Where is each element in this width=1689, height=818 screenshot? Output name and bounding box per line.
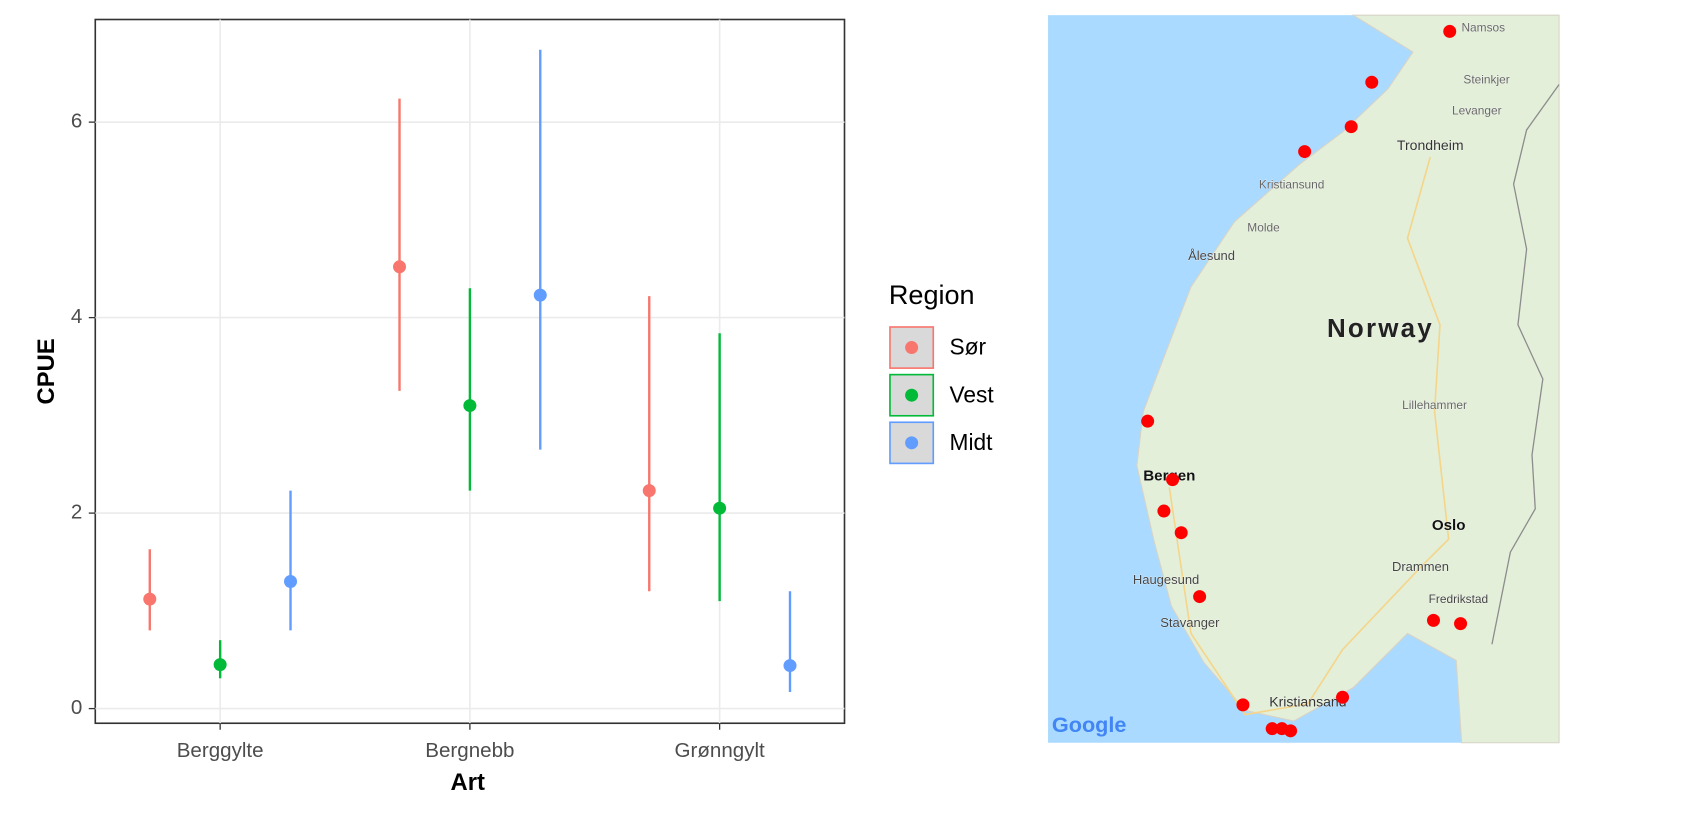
map-place-label: Trondheim [1397, 137, 1464, 153]
map-land [1136, 14, 1560, 744]
map-site [1454, 617, 1468, 631]
y-axis-label: CPUE [33, 338, 60, 404]
map-place-label: Lillehammer [1402, 398, 1467, 412]
map-site [1344, 120, 1358, 134]
y-tick-label: 6 [71, 110, 82, 133]
y-tick-label: 0 [71, 696, 82, 719]
x-tick-label: Grønngylt [674, 739, 765, 762]
map-place-label: Steinkjer [1463, 72, 1509, 86]
map-site [1141, 414, 1155, 428]
map-place-label: Stavanger [1160, 615, 1220, 630]
map-country-label: Norway [1327, 313, 1434, 343]
map-border [1491, 84, 1560, 645]
point [533, 288, 547, 302]
point [642, 484, 656, 498]
map-site [1265, 722, 1279, 736]
map-place-label: Kristiansund [1259, 177, 1324, 191]
map-place-label: Kristiansand [1269, 693, 1346, 709]
map-site [1174, 526, 1188, 540]
map-site [1298, 145, 1312, 159]
point [463, 399, 477, 413]
map-site [1336, 690, 1350, 704]
point [783, 659, 797, 673]
x-axis-label: Art [451, 769, 485, 796]
map-place-label: Drammen [1392, 559, 1449, 574]
map-place-label: Ålesund [1188, 248, 1235, 263]
map-site [1365, 75, 1379, 89]
map-site [1426, 613, 1440, 627]
y-tick-label: 2 [71, 501, 82, 524]
legend-point [905, 436, 919, 450]
point [213, 658, 227, 672]
legend-label: Vest [950, 381, 995, 407]
point [143, 592, 157, 606]
x-tick-label: Berggylte [177, 739, 264, 762]
legend-label: Sør [950, 334, 987, 360]
map-logo: Google [1052, 712, 1127, 737]
legend-title: Region [889, 280, 975, 310]
map-place-label: Levanger [1452, 104, 1502, 118]
y-tick-label: 4 [71, 305, 82, 328]
map-site [1284, 724, 1298, 738]
x-tick-label: Bergnebb [425, 739, 514, 762]
point [393, 260, 407, 274]
map-place-label: Fredrikstad [1429, 592, 1488, 606]
map-place-label: Molde [1247, 221, 1280, 235]
map-place-label: Namsos [1461, 20, 1505, 34]
map-site [1193, 590, 1207, 604]
legend-point [905, 341, 919, 355]
point [284, 575, 298, 589]
map-place-label: Oslo [1432, 517, 1466, 534]
map-site [1236, 698, 1250, 712]
map-place-label: Haugesund [1133, 572, 1199, 587]
map-site [1443, 24, 1457, 38]
map-site [1166, 473, 1180, 487]
point [713, 501, 727, 515]
map-roads [1168, 156, 1450, 716]
map-site [1157, 504, 1171, 518]
legend-label: Midt [950, 429, 994, 455]
legend-point [905, 388, 919, 402]
